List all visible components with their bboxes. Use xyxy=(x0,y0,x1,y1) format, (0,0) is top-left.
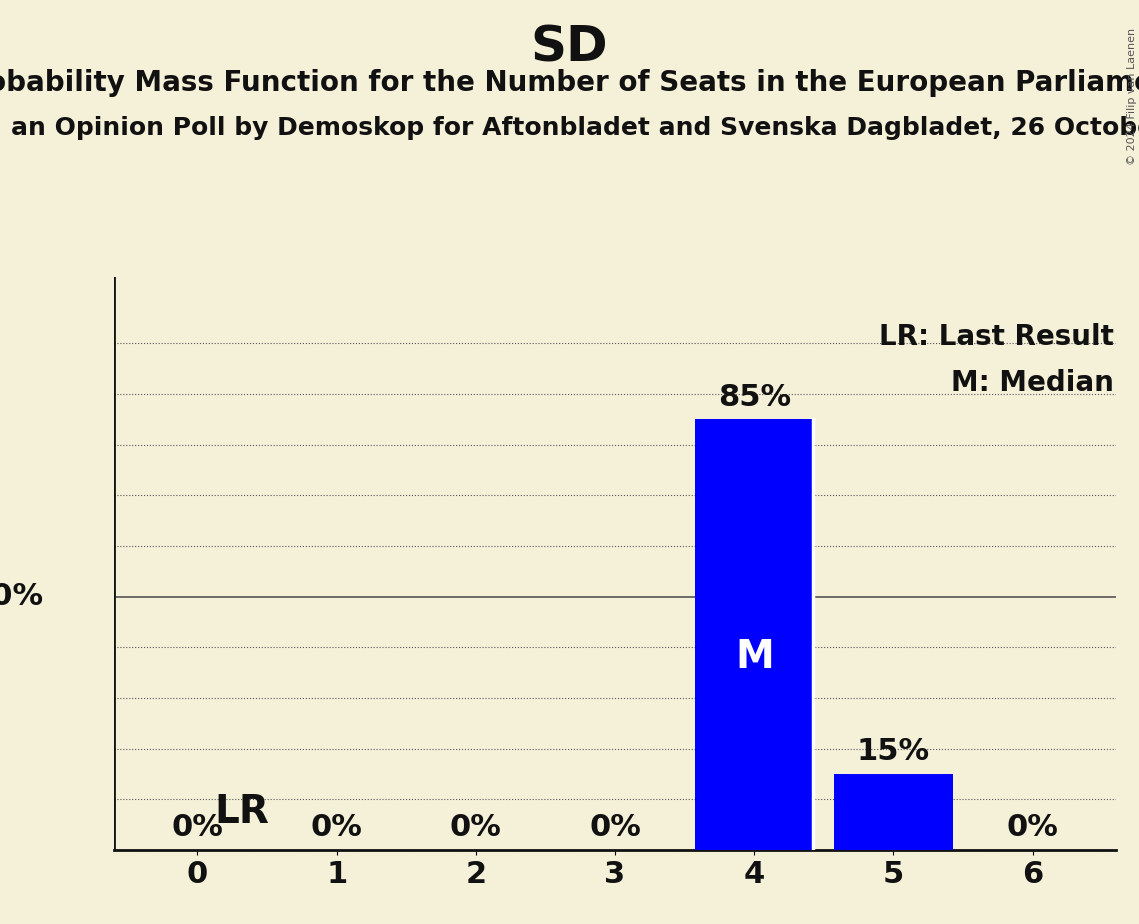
Text: 0%: 0% xyxy=(311,813,362,843)
Bar xyxy=(835,774,952,850)
Text: an Opinion Poll by Demoskop for Aftonbladet and Svenska Dagbladet, 26 October–11: an Opinion Poll by Demoskop for Aftonbla… xyxy=(11,116,1139,140)
Text: Probability Mass Function for the Number of Seats in the European Parliament: Probability Mass Function for the Number… xyxy=(0,69,1139,97)
Text: 85%: 85% xyxy=(718,383,790,411)
Text: SD: SD xyxy=(531,23,608,71)
Text: 0%: 0% xyxy=(589,813,641,843)
Text: 15%: 15% xyxy=(857,737,931,766)
Bar xyxy=(695,419,813,850)
Text: LR: LR xyxy=(214,793,269,831)
Text: 0%: 0% xyxy=(1007,813,1058,843)
Text: 0%: 0% xyxy=(172,813,223,843)
Text: 50%: 50% xyxy=(0,582,43,611)
Text: LR: Last Result: LR: Last Result xyxy=(878,323,1114,351)
Text: M: Median: M: Median xyxy=(951,369,1114,397)
Text: 0%: 0% xyxy=(450,813,502,843)
Text: M: M xyxy=(735,638,773,676)
Text: © 2024 Filip van Laenen: © 2024 Filip van Laenen xyxy=(1126,28,1137,164)
